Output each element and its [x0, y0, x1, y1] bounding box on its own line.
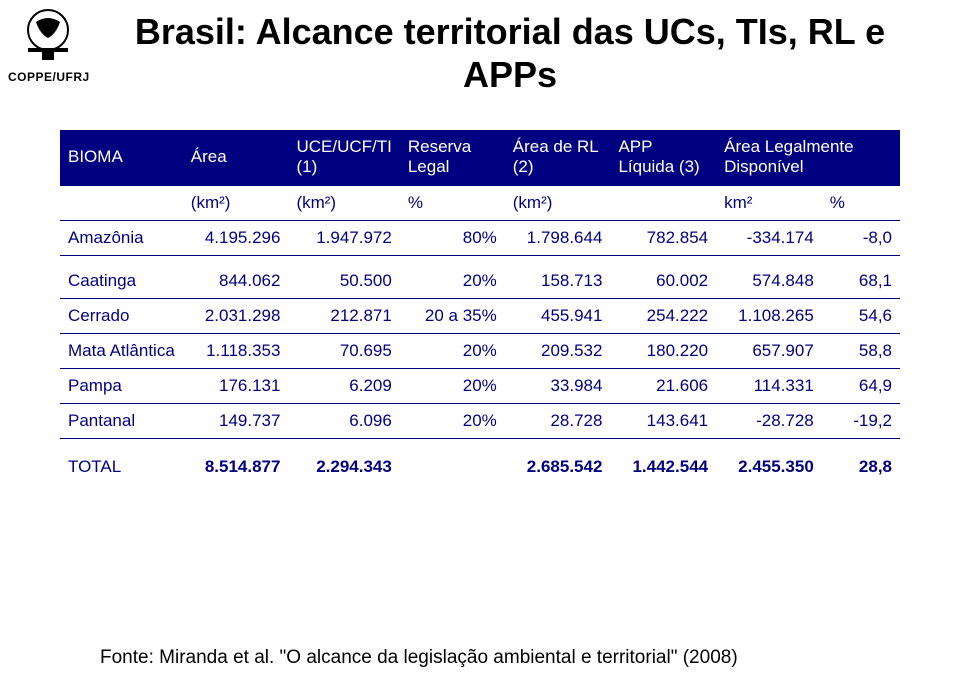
cell-uce: 6.209	[288, 368, 399, 403]
cell-disp: 114.331	[716, 368, 822, 403]
col-area-rl: Área de RL (2)	[505, 130, 611, 185]
table-row: Pantanal149.7376.09620%28.728143.641-28.…	[60, 403, 900, 438]
data-table-container: BIOMA Área UCE/UCF/TI (1) Reserva Legal …	[60, 130, 900, 484]
col-app: APP Líquida (3)	[610, 130, 716, 185]
cell-app: 180.220	[610, 333, 716, 368]
cell-bioma: Caatinga	[60, 264, 183, 299]
cell-pct: 64,9	[822, 368, 900, 403]
cell-bioma: Mata Atlântica	[60, 333, 183, 368]
unit-pct: %	[822, 185, 900, 221]
cell-rl: 20%	[400, 264, 505, 299]
cell-area-rl: 209.532	[505, 333, 611, 368]
cell-app: 782.854	[610, 221, 716, 256]
cell-area-rl: 28.728	[505, 403, 611, 438]
unit-area-rl: (km²)	[505, 185, 611, 221]
cell-rl: 20%	[400, 403, 505, 438]
page-title: Brasil: Alcance territorial das UCs, TIs…	[100, 10, 920, 96]
unit-disp: km²	[716, 185, 822, 221]
col-uce: UCE/UCF/TI (1)	[288, 130, 399, 185]
cell-area-rl: 455.941	[505, 298, 611, 333]
total-uce: 2.294.343	[288, 438, 399, 484]
total-app: 1.442.544	[610, 438, 716, 484]
table-row: Amazônia4.195.2961.947.97280%1.798.64478…	[60, 221, 900, 256]
cell-app: 254.222	[610, 298, 716, 333]
table-row: Pampa176.1316.20920%33.98421.606114.3316…	[60, 368, 900, 403]
cell-area-rl: 33.984	[505, 368, 611, 403]
cell-area: 176.131	[183, 368, 289, 403]
cell-pct: -19,2	[822, 403, 900, 438]
table-body: Amazônia4.195.2961.947.97280%1.798.64478…	[60, 221, 900, 439]
col-disp: Área Legalmente Disponível	[716, 130, 900, 185]
table-row: Mata Atlântica1.118.35370.69520%209.5321…	[60, 333, 900, 368]
logo-label: COPPE/UFRJ	[8, 70, 88, 84]
total-pct: 28,8	[822, 438, 900, 484]
cell-bioma: Pantanal	[60, 403, 183, 438]
total-area: 8.514.877	[183, 438, 289, 484]
unit-area: (km²)	[183, 185, 289, 221]
table-row: Cerrado2.031.298212.87120 a 35%455.94125…	[60, 298, 900, 333]
cell-rl: 20 a 35%	[400, 298, 505, 333]
cell-bioma: Cerrado	[60, 298, 183, 333]
cell-uce: 212.871	[288, 298, 399, 333]
cell-disp: -334.174	[716, 221, 822, 256]
cell-app: 21.606	[610, 368, 716, 403]
data-table: BIOMA Área UCE/UCF/TI (1) Reserva Legal …	[60, 130, 900, 484]
cell-rl: 20%	[400, 333, 505, 368]
col-bioma: BIOMA	[60, 130, 183, 185]
cell-disp: -28.728	[716, 403, 822, 438]
cell-pct: 54,6	[822, 298, 900, 333]
cell-area: 2.031.298	[183, 298, 289, 333]
col-rl: Reserva Legal	[400, 130, 505, 185]
source-citation: Fonte: Miranda et al. "O alcance da legi…	[100, 647, 738, 669]
cell-pct: -8,0	[822, 221, 900, 256]
cell-area: 4.195.296	[183, 221, 289, 256]
logo-area: COPPE/UFRJ	[8, 8, 88, 84]
unit-rl: %	[400, 185, 505, 221]
cell-disp: 657.907	[716, 333, 822, 368]
cell-uce: 50.500	[288, 264, 399, 299]
logo-icon	[18, 8, 78, 63]
total-label: TOTAL	[60, 438, 183, 484]
table-header-row: BIOMA Área UCE/UCF/TI (1) Reserva Legal …	[60, 130, 900, 185]
cell-uce: 1.947.972	[288, 221, 399, 256]
cell-app: 143.641	[610, 403, 716, 438]
cell-uce: 6.096	[288, 403, 399, 438]
cell-disp: 574.848	[716, 264, 822, 299]
cell-area: 844.062	[183, 264, 289, 299]
table-spacer-row	[60, 256, 900, 264]
cell-bioma: Pampa	[60, 368, 183, 403]
unit-uce: (km²)	[288, 185, 399, 221]
cell-disp: 1.108.265	[716, 298, 822, 333]
table-row: Caatinga844.06250.50020%158.71360.002574…	[60, 264, 900, 299]
table-total-row: TOTAL 8.514.877 2.294.343 2.685.542 1.44…	[60, 438, 900, 484]
cell-uce: 70.695	[288, 333, 399, 368]
cell-pct: 68,1	[822, 264, 900, 299]
cell-area: 149.737	[183, 403, 289, 438]
cell-rl: 80%	[400, 221, 505, 256]
cell-rl: 20%	[400, 368, 505, 403]
col-area: Área	[183, 130, 289, 185]
total-rl	[400, 438, 505, 484]
cell-app: 60.002	[610, 264, 716, 299]
cell-area-rl: 1.798.644	[505, 221, 611, 256]
cell-pct: 58,8	[822, 333, 900, 368]
table-units-row: (km²) (km²) % (km²) km² %	[60, 185, 900, 221]
total-disp: 2.455.350	[716, 438, 822, 484]
cell-area: 1.118.353	[183, 333, 289, 368]
cell-area-rl: 158.713	[505, 264, 611, 299]
total-area-rl: 2.685.542	[505, 438, 611, 484]
cell-bioma: Amazônia	[60, 221, 183, 256]
